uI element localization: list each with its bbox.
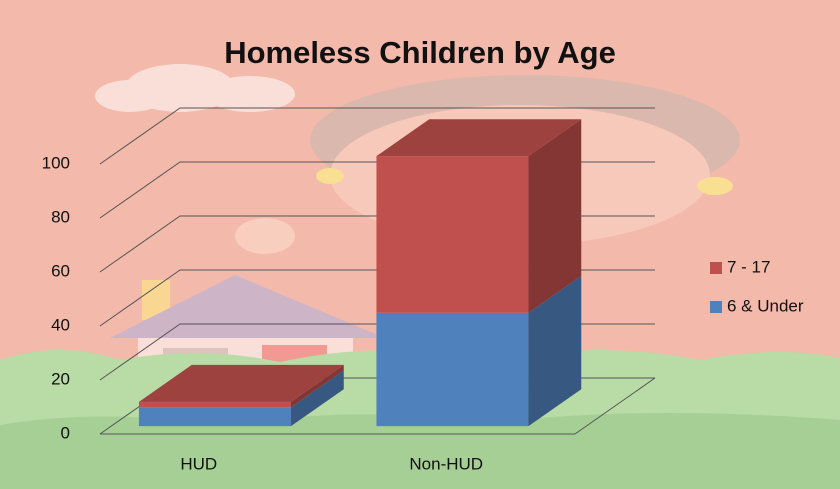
- y-tick-label: 40: [51, 315, 70, 334]
- legend: 7 - 17 6 & Under: [710, 257, 804, 315]
- y-tick-label: 80: [51, 207, 70, 226]
- grid-line: [99, 107, 655, 165]
- bar-side: [528, 119, 582, 313]
- y-tick-label: 20: [51, 369, 70, 388]
- bar-top: [138, 364, 344, 402]
- floor-edge: [574, 377, 656, 435]
- x-tick-label: HUD: [180, 454, 217, 473]
- legend-swatch: [710, 301, 722, 313]
- bar: [138, 401, 291, 408]
- y-tick-label: 100: [42, 153, 70, 172]
- y-tick-label: 60: [51, 261, 70, 280]
- bar: [376, 156, 529, 313]
- legend-label: 6 & Under: [727, 296, 804, 315]
- legend-swatch: [710, 262, 722, 274]
- bar: [138, 407, 291, 427]
- bar-side: [290, 370, 344, 427]
- legend-label: 7 - 17: [727, 257, 770, 276]
- x-tick-label: Non-HUD: [409, 454, 483, 473]
- bar-side: [528, 275, 582, 427]
- y-tick-label: 0: [61, 423, 70, 442]
- bar: [376, 312, 529, 427]
- bar-top: [376, 119, 582, 157]
- chart-title: Homeless Children by Age: [224, 35, 616, 70]
- bar-side: [290, 364, 344, 408]
- hill: [0, 412, 840, 489]
